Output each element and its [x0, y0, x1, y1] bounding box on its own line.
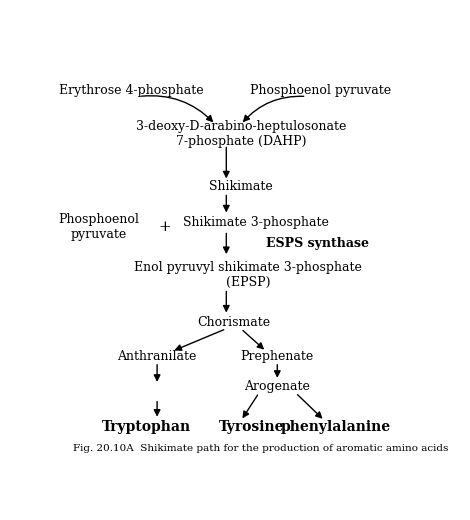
Text: Erythrose 4-phosphate: Erythrose 4-phosphate — [59, 84, 204, 97]
Text: Tyrosine: Tyrosine — [219, 420, 284, 434]
Text: Arogenate: Arogenate — [244, 380, 310, 393]
Text: Phosphoenol pyruvate: Phosphoenol pyruvate — [251, 84, 392, 97]
Text: Prephenate: Prephenate — [241, 350, 314, 363]
Text: ESPS synthase: ESPS synthase — [266, 237, 369, 250]
Text: Shikimate: Shikimate — [209, 180, 273, 193]
Text: Shikimate 3-phosphate: Shikimate 3-phosphate — [182, 216, 329, 229]
Text: Chorismate: Chorismate — [197, 316, 270, 329]
Text: Anthranilate: Anthranilate — [118, 350, 197, 363]
Text: Enol pyruvyl shikimate 3-phosphate
(EPSP): Enol pyruvyl shikimate 3-phosphate (EPSP… — [134, 261, 362, 289]
Text: phenylalanine: phenylalanine — [281, 420, 391, 434]
Text: Fig. 20.10A  Shikimate path for the production of aromatic amino acids: Fig. 20.10A Shikimate path for the produ… — [73, 444, 449, 453]
Text: Tryptophan: Tryptophan — [102, 420, 191, 434]
Text: +: + — [158, 219, 171, 233]
Text: Phosphoenol
pyruvate: Phosphoenol pyruvate — [58, 213, 139, 241]
Text: 3-deoxy-D-arabino-heptulosonate
7-phosphate (DAHP): 3-deoxy-D-arabino-heptulosonate 7-phosph… — [136, 121, 346, 149]
